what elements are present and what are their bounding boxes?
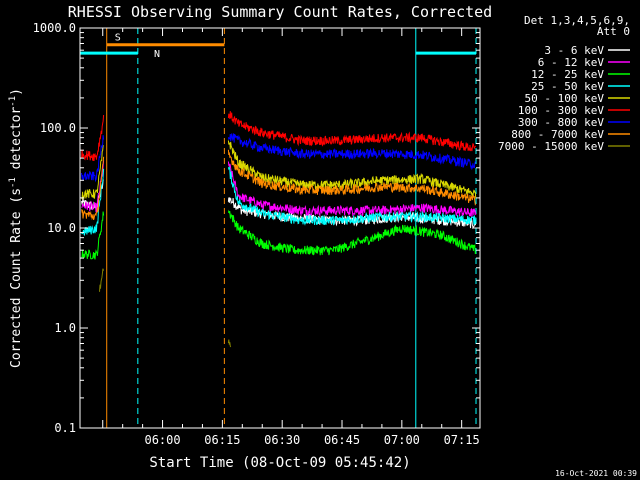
y-axis-label: Corrected Count Rate (s-1 detector-1) xyxy=(8,88,24,368)
series-3 xyxy=(81,166,477,236)
x-tick-label-3: 06:45 xyxy=(324,433,360,447)
y-axis-label-sup1: -1 xyxy=(8,177,18,188)
series-line-5-before xyxy=(81,114,105,162)
legend-label-7: 800 - 7000 keV xyxy=(511,128,604,141)
legend-label-5: 100 - 300 keV xyxy=(518,104,604,117)
y-axis-label-sup2: -1 xyxy=(8,96,18,107)
series-line-1-after xyxy=(227,161,477,218)
y-tick-label-0: 0.1 xyxy=(54,421,76,435)
series-line-6-after xyxy=(227,133,477,171)
series-8 xyxy=(99,268,232,348)
legend-header: Det 1,3,4,5,6,9,Att 0 xyxy=(524,14,630,38)
segment-label-N: N xyxy=(154,49,160,60)
x-tick-label-2: 06:30 xyxy=(264,433,300,447)
series-line-3-before xyxy=(81,168,105,236)
series-line-2-before xyxy=(81,211,105,260)
x-axis-ticks: 06:00 06:15 06:30 06:45 07:00 07:15 xyxy=(102,28,480,447)
legend-label-1: 6 - 12 keV xyxy=(538,56,605,69)
series-5 xyxy=(81,111,477,162)
series-7 xyxy=(81,149,477,221)
series-line-2-after xyxy=(227,209,477,256)
legend-label-8: 7000 - 15000 keV xyxy=(498,140,604,153)
x-tick-label-1: 06:15 xyxy=(204,433,240,447)
x-tick-label-0: 06:00 xyxy=(144,433,180,447)
legend-label-2: 12 - 25 keV xyxy=(531,68,604,81)
series-line-8-after xyxy=(227,339,232,348)
legend-header-line-1: Att 0 xyxy=(597,25,630,38)
y-axis-label-end: ) xyxy=(9,88,24,96)
series-line-3-after xyxy=(227,166,477,226)
x-tick-label-4: 07:00 xyxy=(384,433,420,447)
series-line-6-before xyxy=(81,135,105,183)
y-tick-label-3: 100.0 xyxy=(40,121,76,135)
series-lines xyxy=(81,111,477,348)
series-line-4-after xyxy=(227,140,477,199)
chart-title: RHESSI Observing Summary Count Rates, Co… xyxy=(68,3,492,21)
x-tick-label-5: 07:15 xyxy=(444,433,480,447)
x-axis-label: Start Time (08-Oct-09 05:45:42) xyxy=(149,455,410,471)
y-axis-label-mid: detector xyxy=(9,107,24,178)
series-6 xyxy=(81,133,477,183)
series-line-8-before xyxy=(99,268,105,292)
y-tick-label-1: 1.0 xyxy=(54,321,76,335)
footer-timestamp: 16-Oct-2021 00:39 xyxy=(555,469,637,478)
y-tick-label-2: 10.0 xyxy=(47,221,76,235)
y-axis-label-main: Corrected Count Rate (s xyxy=(9,188,24,368)
legend-label-6: 300 - 800 keV xyxy=(518,116,604,129)
legend-label-0: 3 - 6 keV xyxy=(544,44,604,57)
series-line-5-after xyxy=(227,111,477,152)
series-2 xyxy=(81,209,477,260)
legend-header-line-0: Det 1,3,4,5,6,9, xyxy=(524,14,630,27)
series-4 xyxy=(81,140,477,200)
series-line-7-after xyxy=(227,149,477,206)
legend-label-3: 25 - 50 keV xyxy=(531,80,604,93)
legend-label-4: 50 - 100 keV xyxy=(525,92,605,105)
y-tick-label-4: 1000.0 xyxy=(33,21,76,35)
segment-label-S: S xyxy=(115,33,121,44)
y-axis-ticks: 0.1 1.0 10.0 100.0 1000.0 xyxy=(33,21,480,435)
attenuator-segments: SN xyxy=(80,33,477,60)
series-line-4-before xyxy=(81,145,104,200)
series-line-7-before xyxy=(81,156,105,221)
